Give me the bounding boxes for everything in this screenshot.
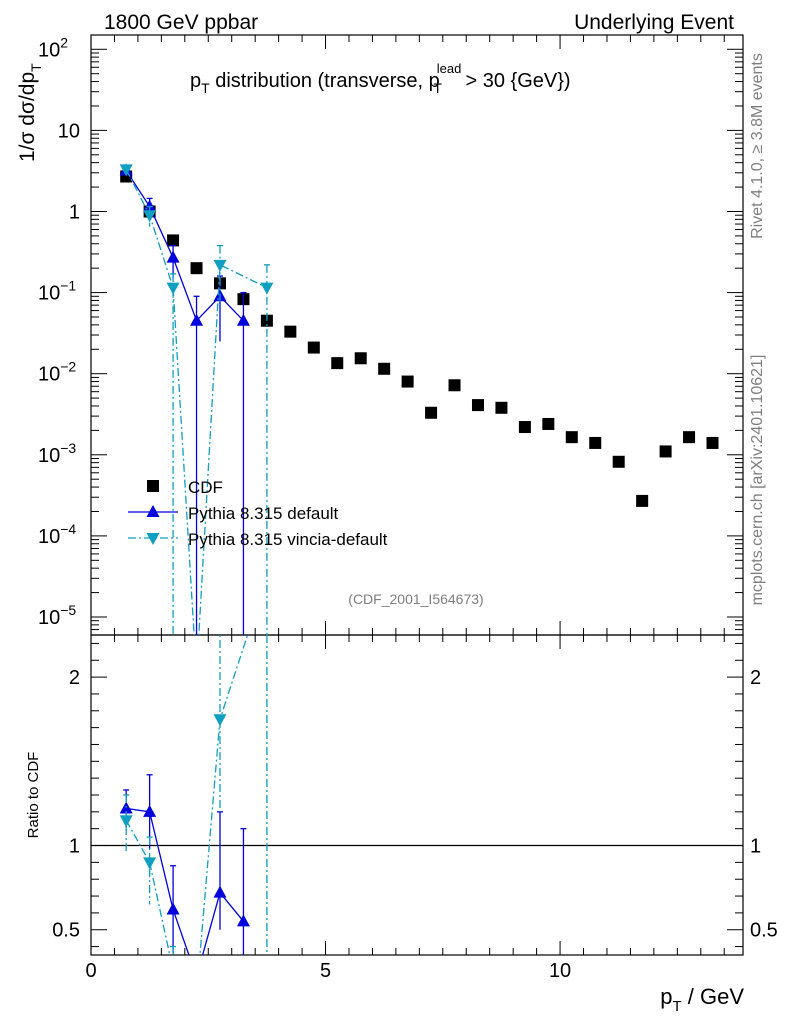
- cdf-point: [307, 341, 320, 354]
- pythia-vincia-ratio-point: [167, 965, 180, 977]
- y-tick-label-ratio-right: 2: [750, 667, 761, 689]
- cdf-point: [425, 406, 438, 419]
- pythia-vincia-point: [260, 282, 274, 295]
- y-axis-label-ratio: Ratio to CDF: [25, 752, 42, 839]
- header-right: Underlying Event: [574, 11, 734, 34]
- axes-group: 0 5 10 10−5 10−4 10−3 10−2 10−1 1 10 102 0.5 0.5 1 1 2 2: [38, 34, 778, 982]
- pythia-vincia-line: [125, 169, 268, 635]
- cdf-point: [518, 421, 531, 434]
- plot-title: pT distribution (transverse, plead T > 30…: [190, 61, 571, 96]
- cdf-point: [354, 352, 367, 365]
- cdf-point: [331, 357, 344, 370]
- cdf-point: [495, 401, 508, 414]
- y-tick-label-main: 10−1: [38, 278, 76, 305]
- x-tick-label: 10: [549, 960, 571, 982]
- mcplots-label: mcplots.cern.ch [arXiv:2401.10621]: [749, 355, 766, 606]
- xlabel-p: p: [660, 984, 672, 1009]
- cdf-point: [636, 494, 649, 507]
- xlabel-sub: T: [672, 998, 681, 1015]
- title-sub-t: T: [201, 80, 210, 96]
- ylabel-sub: T: [28, 63, 44, 72]
- legend-label: Pythia 8.315 default: [188, 504, 339, 523]
- xlabel-unit: / GeV: [682, 984, 745, 1009]
- cdf-point: [167, 234, 180, 247]
- title-end: > 30 {GeV}): [460, 70, 571, 92]
- pythia-default-ratio-point: [143, 804, 157, 817]
- legend-marker-cdf: [147, 480, 159, 492]
- cdf-point: [401, 375, 414, 388]
- legend-marker-default: [146, 505, 160, 517]
- legend-label: Pythia 8.315 vincia-default: [188, 530, 388, 549]
- cdf-point: [284, 325, 297, 338]
- x-tick-label: 0: [85, 960, 96, 982]
- y-tick-label-main: 10−4: [38, 521, 76, 548]
- y-tick-label-main: 10−5: [38, 602, 76, 629]
- title-mid: distribution (transverse, p: [210, 70, 440, 92]
- pythia-vincia-point: [213, 259, 227, 272]
- ylabel-prefix: 1/σ dσ/dp: [16, 72, 39, 162]
- cdf-point: [683, 431, 696, 444]
- y-tick-label-ratio-right: 0.5: [750, 920, 778, 942]
- legend-label: CDF: [188, 478, 223, 497]
- header-left: 1800 GeV ppbar: [104, 11, 258, 34]
- main-data-group: [119, 163, 719, 635]
- cdf-point: [565, 431, 578, 444]
- cdf-point: [448, 379, 461, 392]
- legend: CDF Pythia 8.315 default Pythia 8.315 vinc…: [128, 478, 388, 549]
- ratio-data-group: [119, 635, 268, 982]
- x-axis-label: pT / GeV: [660, 984, 744, 1015]
- pythia-default-ratio-point: [190, 970, 203, 982]
- pythia-default-point: [236, 313, 250, 326]
- legend-marker-vincia: [146, 533, 160, 545]
- rivet-label: Rivet 4.1.0, ≥ 3.8M events: [749, 53, 766, 239]
- title-sub2: T: [433, 80, 442, 96]
- title-sup: lead: [437, 61, 462, 76]
- cdf-point: [612, 455, 625, 468]
- cdf-point: [542, 417, 555, 430]
- cdf-point: [190, 262, 203, 275]
- cdf-point: [659, 445, 672, 458]
- title-p: p: [190, 70, 201, 92]
- y-tick-label-ratio-left: 1: [69, 836, 80, 858]
- y-tick-label-main: 10−2: [38, 359, 76, 386]
- cdf-point: [706, 436, 719, 449]
- ratio-plot-frame: [90, 634, 744, 956]
- pythia-vincia-ratio-line: [125, 635, 249, 955]
- cdf-point: [378, 362, 391, 375]
- y-axis-label-main: 1/σ dσ/dpT: [16, 63, 44, 162]
- y-tick-label-main: 102: [38, 34, 68, 61]
- pythia-default-ratio-line: [126, 807, 244, 955]
- analysis-tag: (CDF_2001_I564673): [348, 591, 483, 607]
- y-tick-label-main: 1: [69, 201, 80, 223]
- y-tick-label-ratio-left: 2: [69, 667, 80, 689]
- pythia-default-line: [125, 170, 244, 322]
- cdf-point: [589, 436, 602, 449]
- y-tick-label-ratio-right: 1: [750, 836, 761, 858]
- y-tick-label-ratio-left: 0.5: [52, 920, 80, 942]
- y-tick-label-main: 10−3: [38, 440, 76, 467]
- x-tick-label: 5: [320, 960, 331, 982]
- cdf-point: [471, 399, 484, 412]
- y-tick-label-main: 10: [58, 120, 80, 142]
